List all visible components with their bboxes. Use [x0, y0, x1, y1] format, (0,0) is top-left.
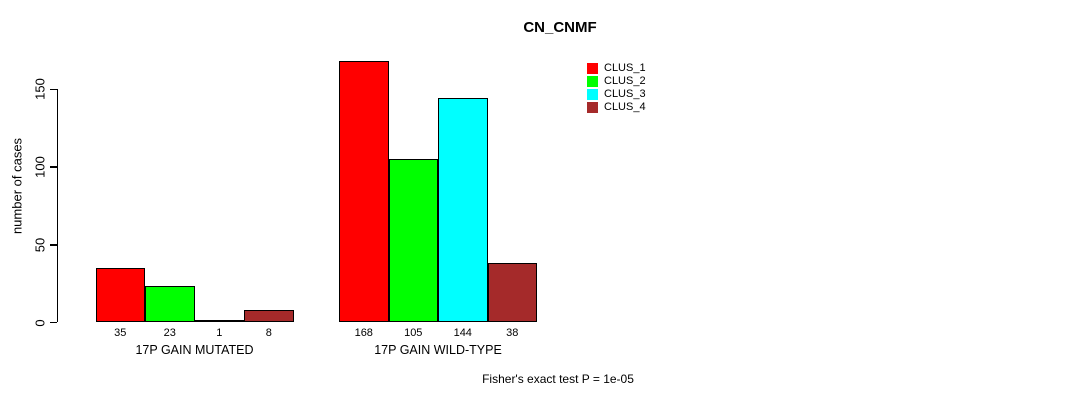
y-tick-mark [50, 322, 57, 324]
y-tick-label: 150 [32, 78, 48, 101]
annotation-text: Fisher's exact test P = 1e-05 [482, 372, 634, 386]
legend-swatch-clus3-icon [587, 89, 598, 100]
chart-title: CN_CNMF [523, 19, 597, 36]
legend-swatch-clus4-icon [587, 102, 598, 113]
y-tick-mark [50, 166, 57, 168]
y-axis-label: number of cases [9, 137, 25, 235]
legend-item: CLUS_1 [587, 62, 646, 75]
bar-clus_1 [339, 60, 389, 322]
y-tick-label: 0 [32, 319, 48, 327]
bar-value-label: 168 [354, 327, 373, 339]
bar-value-label: 8 [265, 327, 272, 339]
bar-clus_4 [487, 262, 537, 322]
legend-label: CLUS_1 [604, 62, 646, 74]
bar-clus_2 [145, 286, 195, 322]
y-tick-label: 100 [32, 156, 48, 178]
bar-value-label: 1 [216, 327, 223, 339]
group-label: 17P GAIN MUTATED [135, 343, 254, 357]
legend-item: CLUS_3 [587, 88, 646, 101]
y-axis-line [57, 88, 59, 322]
bar-clus_2 [388, 158, 438, 322]
bar-clus_4 [244, 309, 294, 322]
legend-item: CLUS_2 [587, 75, 646, 88]
bar-value-label: 35 [114, 327, 127, 339]
legend-swatch-clus1-icon [587, 63, 598, 74]
y-tick-mark [50, 88, 57, 90]
legend-label: CLUS_4 [604, 101, 646, 113]
legend-item: CLUS_4 [587, 101, 646, 114]
bar-clus_3 [438, 97, 488, 322]
bar-clus_1 [95, 267, 145, 322]
bar-value-label: 105 [404, 327, 423, 339]
legend: CLUS_1 CLUS_2 CLUS_3 CLUS_4 [587, 62, 646, 114]
y-tick-mark [50, 244, 57, 246]
y-tick-label: 50 [32, 237, 48, 253]
legend-swatch-clus2-icon [587, 76, 598, 87]
bar-value-label: 38 [506, 327, 519, 339]
bar-value-label: 144 [453, 327, 472, 339]
bar-value-label: 23 [163, 327, 176, 339]
legend-label: CLUS_3 [604, 88, 646, 100]
group-label: 17P GAIN WILD-TYPE [374, 343, 502, 357]
bar-clus_3 [194, 320, 244, 322]
legend-label: CLUS_2 [604, 75, 646, 87]
